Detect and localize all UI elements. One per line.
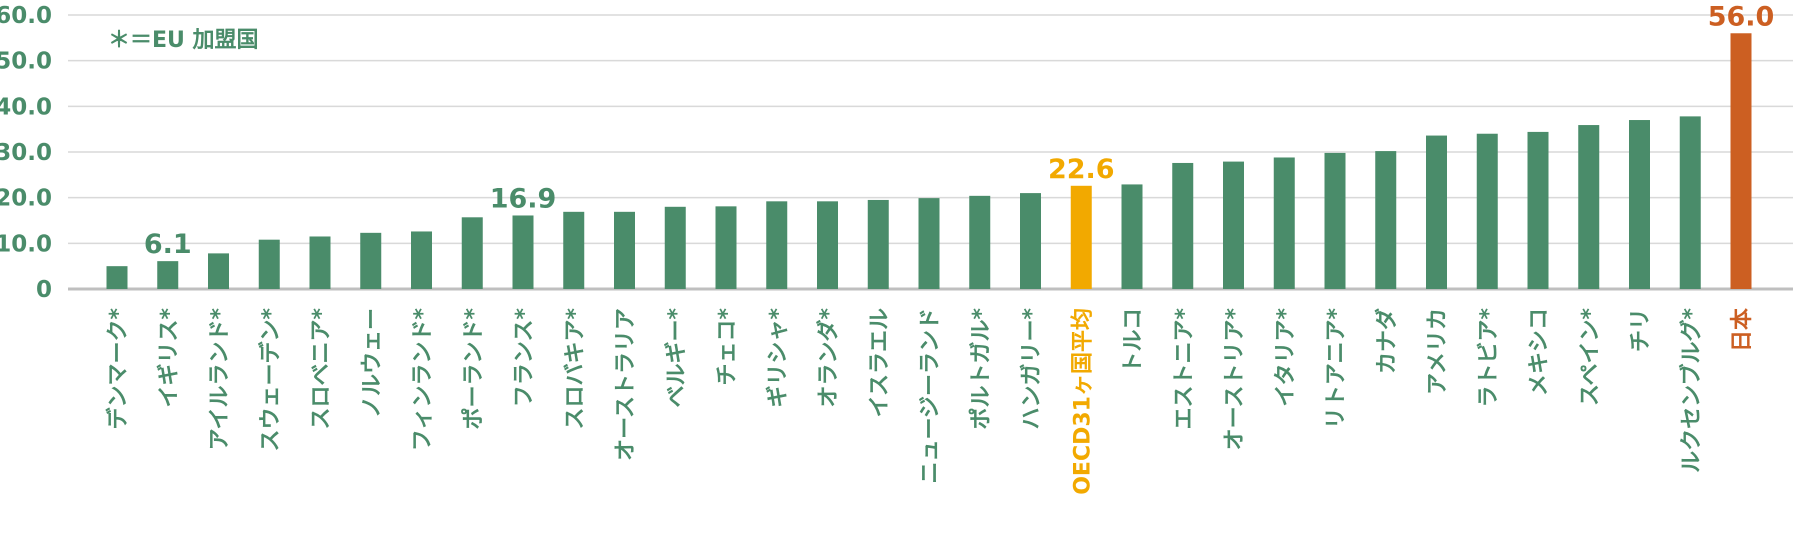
y-tick-label: 60.0 <box>0 3 52 29</box>
y-tick-label: 50.0 <box>0 49 52 75</box>
bar-8 <box>461 217 483 289</box>
bar-32 <box>1679 116 1701 289</box>
category-label: ルクセンブルグ* <box>1678 308 1704 473</box>
y-tick-label: 10.0 <box>0 231 52 257</box>
bar-9 <box>512 215 534 289</box>
category-label: オーストリア* <box>1223 308 1248 451</box>
category-label: イスラエル <box>867 308 892 417</box>
bar-1 <box>106 266 128 289</box>
bar-31 <box>1629 120 1650 290</box>
bar-22 <box>1172 162 1194 289</box>
legend-note: ＊＝EU 加盟国 <box>108 28 259 53</box>
bar-29 <box>1527 131 1549 289</box>
bar-24 <box>1273 157 1295 289</box>
category-label: スウェーデン* <box>257 308 283 452</box>
y-tick-label: 20.0 <box>0 186 52 212</box>
category-label: カナダ <box>1374 308 1400 374</box>
bar-33 <box>1730 33 1752 290</box>
bar-3 <box>208 253 229 289</box>
bar-28 <box>1476 133 1498 289</box>
category-label: リトアニア* <box>1324 308 1349 430</box>
category-label: チェコ* <box>715 308 740 386</box>
category-label: ハンガリー* <box>1020 308 1045 430</box>
y-tick-label: 30.0 <box>0 140 52 166</box>
category-label: フランス* <box>512 308 537 408</box>
bar-11 <box>614 211 635 289</box>
bar-30 <box>1578 125 1600 289</box>
bar-7 <box>411 231 432 289</box>
category-label: オランダ* <box>816 308 842 408</box>
bar-13 <box>715 206 737 289</box>
data-label: 56.0 <box>1708 1 1775 32</box>
category-label: アイルランド* <box>208 308 233 451</box>
y-tick-label: 40.0 <box>0 94 52 120</box>
category-label: オーストラリア <box>614 308 639 461</box>
category-label: エストニア* <box>1172 308 1197 430</box>
category-label: チリ <box>1629 308 1654 352</box>
bar-15 <box>817 201 838 289</box>
bar-12 <box>664 206 686 289</box>
bar-17 <box>918 198 940 289</box>
bar-6 <box>360 232 382 289</box>
y-tick-label: 0 <box>36 277 52 303</box>
bar-26 <box>1375 151 1397 289</box>
bar-14 <box>766 201 788 289</box>
category-label: ニュージーランド <box>918 308 943 484</box>
category-label: イギリス* <box>157 308 182 408</box>
bar-16 <box>867 199 889 289</box>
category-label: アメリカ <box>1426 308 1451 395</box>
category-label: フィンランド* <box>411 308 436 452</box>
category-label: ベルギー* <box>664 308 689 408</box>
category-label: ギリシャ* <box>766 308 791 408</box>
bar-2 <box>157 261 179 289</box>
category-label: デンマーク* <box>105 308 131 430</box>
data-label: 16.9 <box>490 183 557 214</box>
category-label: ラトビア* <box>1476 308 1501 408</box>
category-label: イタリア* <box>1273 308 1298 407</box>
data-label: 22.6 <box>1048 154 1115 185</box>
category-label: ノルウェー <box>360 308 385 418</box>
bar-19 <box>1020 193 1041 289</box>
category-label: ポーランド* <box>460 308 486 430</box>
category-label: スロベニア* <box>309 308 334 430</box>
category-label: ポルトガル* <box>968 308 994 430</box>
bar-20 <box>1070 185 1092 289</box>
category-label: 日本 <box>1730 308 1755 352</box>
bar-25 <box>1324 152 1346 289</box>
bar-27 <box>1426 135 1447 289</box>
data-label: 6.1 <box>144 229 192 260</box>
category-label: スロバキア* <box>563 308 588 430</box>
bar-4 <box>258 239 280 289</box>
bar-18 <box>969 195 991 289</box>
bar-5 <box>309 236 331 289</box>
category-label: トルコ <box>1121 308 1146 374</box>
bar-23 <box>1223 161 1244 289</box>
category-label: メキシコ <box>1527 308 1552 396</box>
bar-21 <box>1121 184 1143 289</box>
bar-10 <box>563 211 585 289</box>
category-label: OECD31ヶ国平均 <box>1069 308 1095 495</box>
category-label: スペイン* <box>1578 308 1603 406</box>
